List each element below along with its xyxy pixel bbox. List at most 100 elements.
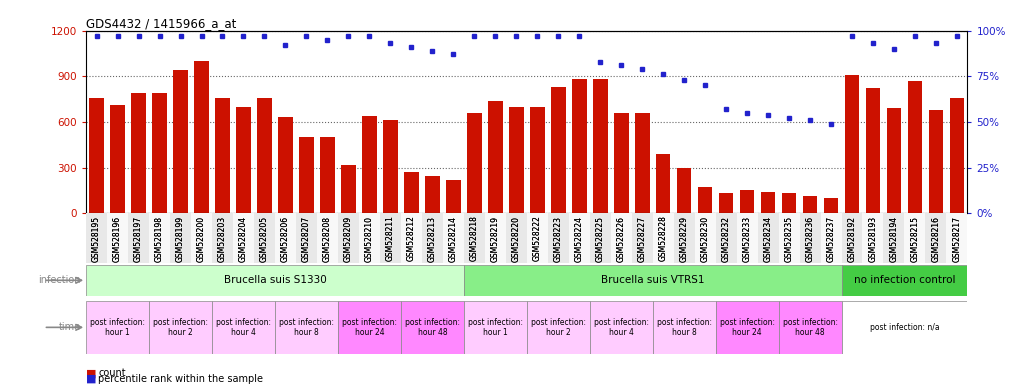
Text: post infection:
hour 1: post infection: hour 1 [468, 318, 523, 337]
Bar [194, 61, 209, 213]
Bar [296, 213, 317, 263]
Text: GSM528209: GSM528209 [343, 216, 353, 262]
Text: GSM528203: GSM528203 [218, 216, 227, 262]
Bar [866, 88, 880, 213]
Text: GSM528215: GSM528215 [911, 216, 920, 262]
Text: GSM528206: GSM528206 [281, 216, 290, 262]
Bar [443, 213, 464, 263]
Text: GSM528216: GSM528216 [931, 216, 940, 262]
Text: GSM528222: GSM528222 [533, 216, 542, 262]
Bar [505, 213, 527, 263]
Text: GSM528212: GSM528212 [407, 216, 416, 262]
Bar [611, 213, 632, 263]
Text: GSM528228: GSM528228 [658, 216, 668, 262]
Text: ■: ■ [86, 374, 96, 384]
Text: GSM528200: GSM528200 [197, 216, 206, 262]
Text: GSM528237: GSM528237 [827, 216, 836, 262]
Text: GSM528205: GSM528205 [260, 216, 269, 262]
Bar [758, 213, 779, 263]
Text: GSM528235: GSM528235 [784, 216, 793, 262]
Bar [908, 81, 922, 213]
Bar [446, 180, 461, 213]
Bar [886, 108, 902, 213]
Bar [674, 213, 695, 263]
Text: post infection:
hour 48: post infection: hour 48 [405, 318, 460, 337]
Text: GSM528199: GSM528199 [176, 216, 185, 262]
Bar [110, 105, 125, 213]
Text: GSM528225: GSM528225 [596, 216, 605, 262]
Text: GSM528229: GSM528229 [680, 216, 689, 262]
Text: GSM528210: GSM528210 [365, 216, 374, 262]
Text: GSM528193: GSM528193 [868, 216, 877, 262]
Text: GSM528223: GSM528223 [554, 216, 563, 262]
Text: GSM528222: GSM528222 [533, 216, 542, 262]
Text: GSM528192: GSM528192 [848, 216, 857, 262]
Text: GSM528195: GSM528195 [92, 216, 101, 262]
Text: GSM528195: GSM528195 [92, 216, 101, 262]
Bar [568, 213, 590, 263]
Bar [842, 301, 967, 354]
Bar [509, 107, 524, 213]
Bar [317, 213, 338, 263]
Bar [380, 213, 401, 263]
Text: GSM528206: GSM528206 [281, 216, 290, 262]
Text: GSM528214: GSM528214 [449, 216, 458, 262]
Text: GSM528233: GSM528233 [743, 216, 752, 262]
Text: GSM528204: GSM528204 [239, 216, 248, 262]
Text: GSM528198: GSM528198 [155, 216, 164, 262]
Bar [614, 113, 628, 213]
Bar [86, 301, 149, 354]
Text: GSM528207: GSM528207 [302, 216, 311, 262]
Bar [299, 137, 314, 213]
Bar [467, 113, 481, 213]
Text: GSM528197: GSM528197 [134, 216, 143, 262]
Bar [170, 213, 191, 263]
Text: GSM528236: GSM528236 [805, 216, 814, 262]
Bar [275, 213, 296, 263]
Text: GSM528220: GSM528220 [512, 216, 521, 262]
Bar [191, 213, 212, 263]
Bar [715, 213, 736, 263]
Bar [404, 172, 418, 213]
Bar [695, 213, 715, 263]
Text: GSM528196: GSM528196 [113, 216, 123, 262]
Bar [173, 70, 187, 213]
Bar [739, 190, 755, 213]
Bar [488, 101, 502, 213]
Bar [341, 165, 356, 213]
Text: GSM528214: GSM528214 [449, 216, 458, 262]
Text: GSM528227: GSM528227 [637, 216, 646, 262]
Text: GSM528219: GSM528219 [490, 216, 499, 262]
Text: GSM528213: GSM528213 [427, 216, 437, 262]
Bar [821, 213, 842, 263]
Bar [736, 213, 758, 263]
Bar [652, 213, 674, 263]
Bar [715, 301, 779, 354]
Text: GSM528194: GSM528194 [889, 216, 899, 262]
Bar [89, 98, 104, 213]
Text: GSM528208: GSM528208 [323, 216, 332, 262]
Text: GSM528205: GSM528205 [260, 216, 269, 262]
Text: GSM528232: GSM528232 [721, 216, 730, 262]
Text: GSM528211: GSM528211 [386, 216, 395, 262]
Bar [824, 198, 839, 213]
Text: post infection:
hour 24: post infection: hour 24 [719, 318, 775, 337]
Text: GSM528236: GSM528236 [805, 216, 814, 262]
Text: GSM528208: GSM528208 [323, 216, 332, 262]
Text: GSM528212: GSM528212 [407, 216, 416, 262]
Text: GSM528218: GSM528218 [470, 216, 479, 262]
Text: infection: infection [38, 275, 81, 285]
Text: GSM528234: GSM528234 [764, 216, 773, 262]
Text: GSM528223: GSM528223 [554, 216, 563, 262]
Bar [905, 213, 926, 263]
Bar [107, 213, 128, 263]
Text: percentile rank within the sample: percentile rank within the sample [98, 374, 263, 384]
Bar [926, 213, 946, 263]
Text: GSM528230: GSM528230 [701, 216, 710, 262]
Bar [254, 213, 275, 263]
Text: GSM528204: GSM528204 [239, 216, 248, 262]
Bar [233, 213, 254, 263]
Bar [421, 213, 443, 263]
Bar [949, 98, 964, 213]
Text: time: time [59, 322, 81, 333]
